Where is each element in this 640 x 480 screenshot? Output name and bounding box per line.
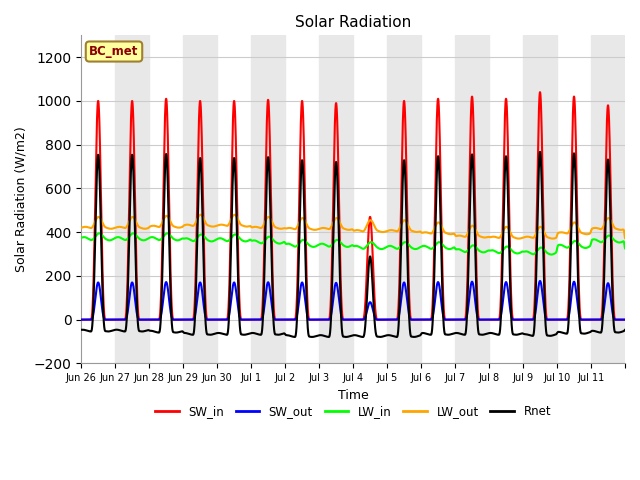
LW_out [244, 224, 252, 229]
Rnet [321, 333, 329, 339]
Bar [523, 36, 557, 363]
Bar [115, 36, 149, 363]
X-axis label: Time: Time [338, 389, 369, 402]
LW_out [549, 236, 557, 241]
LW_in [321, 242, 329, 248]
Line: SW_in: SW_in [81, 92, 625, 320]
Line: LW_out: LW_out [81, 215, 625, 239]
SW_out [536, 278, 544, 284]
Bar [319, 36, 353, 363]
LW_in [548, 252, 556, 257]
LW_out [230, 212, 238, 217]
LW_out [486, 234, 493, 240]
Bar [183, 36, 217, 363]
SW_in [97, 153, 104, 159]
SW_in [536, 89, 544, 95]
SW_out [486, 317, 493, 323]
LW_out [621, 235, 629, 241]
Title: Solar Radiation: Solar Radiation [295, 15, 412, 30]
SW_out [621, 317, 629, 323]
Line: LW_in: LW_in [81, 233, 625, 254]
SW_in [77, 317, 85, 323]
LW_out [77, 225, 85, 230]
LW_in [218, 236, 226, 241]
SW_in [244, 317, 252, 323]
SW_out [77, 317, 85, 323]
SW_out [321, 317, 329, 323]
SW_in [552, 317, 559, 323]
LW_in [552, 250, 559, 256]
LW_in [244, 238, 252, 243]
LW_out [97, 216, 104, 221]
Rnet [486, 330, 493, 336]
Rnet [77, 327, 85, 333]
LW_in [97, 231, 104, 237]
Rnet [552, 332, 559, 337]
LW_out [321, 225, 329, 231]
LW_in [486, 248, 493, 253]
Bar [387, 36, 421, 363]
Rnet [218, 331, 226, 336]
Y-axis label: Solar Radiation (W/m2): Solar Radiation (W/m2) [15, 127, 28, 272]
SW_in [321, 317, 329, 323]
SW_out [218, 317, 226, 323]
LW_in [77, 235, 85, 240]
LW_in [95, 230, 103, 236]
LW_in [621, 245, 629, 251]
Bar [591, 36, 625, 363]
Line: SW_out: SW_out [81, 281, 625, 320]
SW_out [97, 289, 104, 295]
SW_out [552, 317, 559, 323]
LW_out [218, 222, 226, 228]
Rnet [97, 196, 104, 202]
SW_out [244, 317, 252, 323]
Line: Rnet: Rnet [81, 152, 625, 337]
LW_out [552, 235, 559, 241]
Rnet [244, 331, 252, 337]
Bar [455, 36, 489, 363]
SW_in [218, 317, 226, 323]
Bar [251, 36, 285, 363]
SW_in [486, 317, 493, 323]
Text: BC_met: BC_met [90, 45, 139, 58]
Legend: SW_in, SW_out, LW_in, LW_out, Rnet: SW_in, SW_out, LW_in, LW_out, Rnet [150, 401, 556, 423]
Rnet [536, 149, 544, 155]
SW_in [621, 317, 629, 323]
Rnet [359, 334, 367, 340]
Rnet [621, 327, 629, 333]
